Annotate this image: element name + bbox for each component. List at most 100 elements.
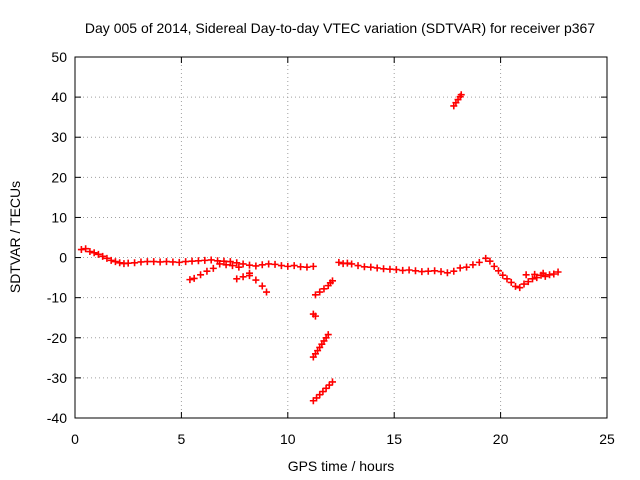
data-point (456, 264, 464, 272)
data-point (186, 276, 194, 284)
data-point (524, 278, 532, 286)
data-points (77, 91, 562, 405)
data-point (316, 391, 324, 399)
data-point (463, 263, 471, 271)
data-point (169, 258, 177, 266)
data-point (111, 258, 119, 266)
y-tick-label: -30 (47, 370, 67, 386)
data-point (516, 284, 524, 292)
data-point (386, 265, 394, 273)
data-point (233, 275, 241, 283)
data-point (450, 267, 458, 275)
y-tick-label: 10 (51, 209, 67, 225)
data-point (499, 271, 507, 279)
data-point (457, 91, 465, 99)
data-point (239, 260, 247, 268)
data-point (245, 269, 253, 277)
data-point (418, 268, 426, 276)
data-point (486, 257, 494, 265)
data-point (239, 273, 247, 281)
y-tick-label: -20 (47, 330, 67, 346)
data-point (503, 275, 511, 283)
data-point (405, 266, 413, 274)
data-point (469, 261, 477, 269)
data-point (437, 268, 445, 276)
data-point (529, 275, 537, 283)
data-point (311, 312, 319, 320)
data-point (226, 258, 234, 266)
data-point (82, 245, 90, 253)
data-point (265, 260, 273, 268)
data-point (290, 262, 298, 270)
x-tick-label: 0 (71, 431, 79, 447)
data-point (252, 262, 260, 270)
data-point (263, 288, 271, 296)
data-point (550, 270, 558, 278)
data-point (328, 378, 336, 386)
data-point (222, 261, 230, 269)
data-point (124, 259, 132, 267)
data-point (399, 266, 407, 274)
y-tick-label: 0 (59, 250, 67, 266)
data-point (188, 257, 196, 265)
data-point (322, 384, 330, 392)
data-point (443, 269, 451, 277)
data-point (137, 258, 145, 266)
x-tick-label: 25 (599, 431, 615, 447)
data-point (520, 280, 528, 288)
data-point (107, 256, 115, 264)
y-tick-label: -40 (47, 410, 67, 426)
data-point (175, 258, 183, 266)
data-point (522, 271, 530, 279)
data-point (228, 262, 236, 270)
data-point (116, 259, 124, 267)
data-point (325, 381, 333, 389)
data-point (313, 394, 321, 402)
data-point (203, 267, 211, 275)
data-point (209, 264, 217, 272)
data-point (303, 263, 311, 271)
data-point (220, 257, 228, 265)
data-point (284, 262, 292, 270)
data-point (354, 262, 362, 270)
data-point (411, 267, 419, 275)
data-point (360, 263, 368, 271)
x-tick-label: 10 (280, 431, 296, 447)
data-point (216, 260, 224, 268)
data-point (99, 252, 107, 260)
data-point (131, 259, 139, 267)
y-axis-label: SDTVAR / TECUs (7, 181, 23, 293)
data-point (86, 248, 94, 256)
plot-frame (74, 56, 608, 419)
data-point (309, 262, 317, 270)
data-point (335, 258, 343, 266)
data-point (531, 270, 539, 278)
data-point (277, 262, 285, 270)
y-tick-label: 40 (51, 89, 67, 105)
data-point (319, 388, 327, 396)
data-point (271, 260, 279, 268)
x-tick-label: 15 (386, 431, 402, 447)
data-point (156, 258, 164, 266)
data-point (367, 263, 375, 271)
data-point (258, 282, 266, 290)
y-tick-label: 20 (51, 169, 67, 185)
data-point (431, 267, 439, 275)
data-point (494, 267, 502, 275)
data-point (539, 269, 547, 277)
x-tick-label: 5 (178, 431, 186, 447)
data-point (311, 291, 319, 299)
data-point (197, 271, 205, 279)
data-point (207, 256, 215, 264)
data-point (316, 288, 324, 296)
data-point (150, 258, 158, 266)
data-point (94, 250, 102, 258)
data-point (490, 262, 498, 270)
data-point (507, 278, 515, 286)
data-point (348, 260, 356, 268)
data-point (90, 249, 98, 257)
data-point (546, 271, 554, 279)
data-point (103, 254, 111, 262)
data-point (380, 265, 388, 273)
